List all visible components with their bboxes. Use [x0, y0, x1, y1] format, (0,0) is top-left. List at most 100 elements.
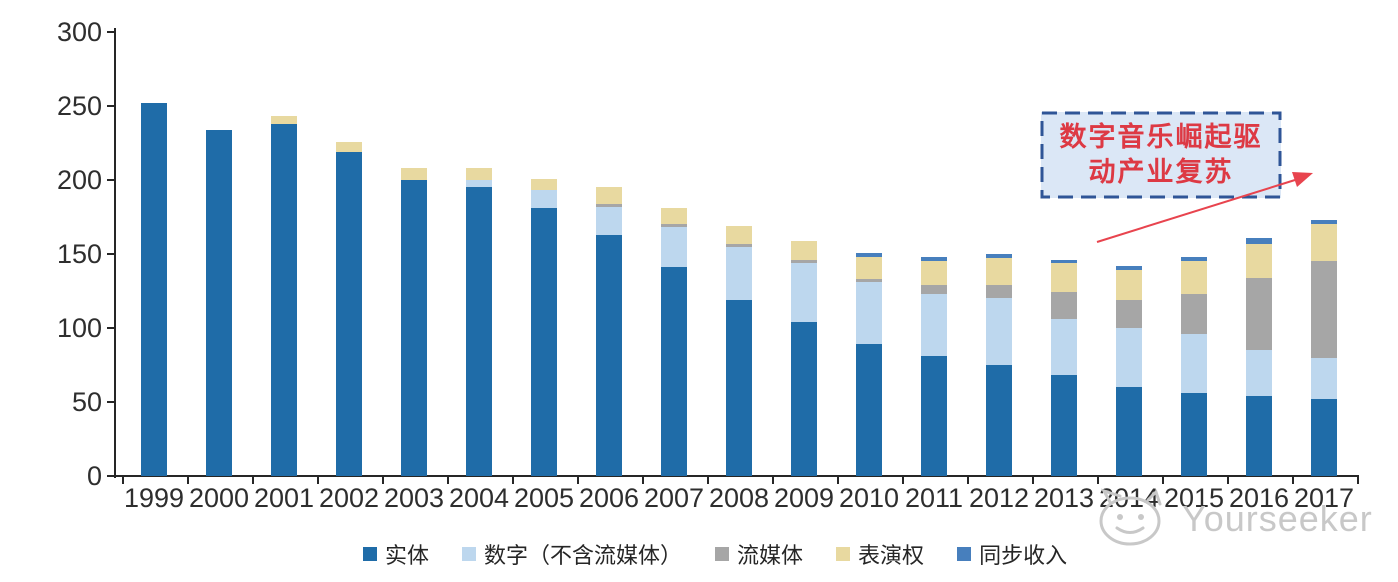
bar-segment — [921, 293, 947, 357]
bar-segment — [1181, 333, 1207, 394]
bar-segment — [1116, 328, 1142, 388]
bar-segment — [726, 246, 752, 300]
legend-item: 同步收入 — [957, 538, 1067, 570]
bar-segment — [661, 224, 687, 228]
x-axis-tick — [1096, 477, 1099, 484]
bar-segment — [921, 285, 947, 294]
x-axis-category-label: 2003 — [383, 483, 445, 513]
bar-segment — [661, 267, 687, 476]
x-axis-category-label: 2016 — [1228, 483, 1290, 513]
bar-segment — [531, 178, 557, 191]
bar-segment — [726, 225, 752, 244]
bar-segment — [596, 206, 622, 235]
x-axis-tick — [836, 477, 839, 484]
bar-segment — [531, 190, 557, 209]
bar-segment — [1246, 350, 1272, 397]
x-axis-category-label: 1999 — [123, 483, 185, 513]
bar-segment — [1116, 270, 1142, 300]
bar-segment — [856, 256, 882, 280]
x-axis-category-label: 2012 — [968, 483, 1030, 513]
x-axis-tick — [901, 477, 904, 484]
annotation-callout: 数字音乐崛起驱 动产业复苏 — [1041, 112, 1281, 198]
bar-segment — [401, 168, 427, 180]
bar-segment — [791, 240, 817, 260]
x-axis-tick — [381, 477, 384, 484]
x-axis-category-label: 2009 — [773, 483, 835, 513]
y-axis-tick-label: 250 — [56, 91, 102, 121]
bar-segment — [336, 151, 362, 476]
bar-segment — [856, 279, 882, 283]
x-axis-tick — [576, 477, 579, 484]
bar-segment — [986, 298, 1012, 365]
bar-segment — [466, 168, 492, 180]
bar-segment — [1246, 237, 1272, 244]
bar-segment — [856, 252, 882, 257]
legend-swatch — [462, 547, 477, 561]
legend-item: 数字（不含流媒体） — [462, 538, 682, 570]
bar-segment — [856, 282, 882, 345]
x-axis-tick — [1161, 477, 1164, 484]
y-axis-tick — [107, 475, 115, 477]
x-axis-category-label: 2005 — [513, 483, 575, 513]
y-axis-line — [114, 28, 116, 478]
x-axis-tick — [771, 477, 774, 484]
bar-segment — [1311, 219, 1337, 225]
bar-segment — [726, 299, 752, 476]
y-axis-tick-label: 150 — [56, 239, 102, 269]
y-axis-tick — [107, 253, 115, 255]
bar-segment — [791, 259, 817, 263]
bar-segment — [206, 129, 232, 476]
bar-segment — [1246, 396, 1272, 476]
bar-segment — [986, 285, 1012, 299]
annotation-line-1: 数字音乐崛起驱 — [1059, 121, 1263, 152]
bar-segment — [661, 208, 687, 225]
x-axis-tick — [1031, 477, 1034, 484]
bar-segment — [791, 262, 817, 323]
bar-segment — [1051, 262, 1077, 293]
x-axis-tick — [706, 477, 709, 484]
bar-segment — [1181, 293, 1207, 334]
bar-segment — [466, 187, 492, 476]
x-axis-category-label: 2007 — [643, 483, 705, 513]
legend-item: 实体 — [363, 538, 429, 570]
x-axis-category-label: 2004 — [448, 483, 510, 513]
x-axis-category-label: 2015 — [1163, 483, 1225, 513]
x-axis-category-label: 2017 — [1293, 483, 1355, 513]
bar-segment — [1116, 265, 1142, 271]
bar-segment — [1246, 277, 1272, 351]
x-axis-line — [114, 475, 1359, 477]
x-axis-tick — [121, 477, 124, 484]
legend-swatch — [363, 547, 377, 561]
x-axis-category-label: 2011 — [904, 483, 964, 513]
bar-segment — [1311, 224, 1337, 262]
bar-segment — [596, 187, 622, 204]
legend-swatch — [836, 547, 851, 561]
y-axis-tick-label: 100 — [56, 313, 102, 343]
y-axis-tick — [107, 179, 115, 181]
chart-legend: 实体 数字（不含流媒体） 流媒体 表演权 同步收入 — [363, 538, 1067, 570]
y-axis-tick-label: 50 — [71, 387, 102, 417]
annotation-line-2: 动产业复苏 — [1088, 157, 1234, 187]
bar-segment — [1116, 387, 1142, 476]
x-axis-category-label: 2008 — [708, 483, 770, 513]
y-axis-tick — [107, 327, 115, 329]
y-axis-tick — [107, 31, 115, 33]
bar-segment — [921, 261, 947, 286]
watermark: Yourseeker — [1086, 488, 1373, 548]
x-axis-category-label: 2001 — [253, 483, 315, 513]
bar-segment — [531, 208, 557, 476]
bar-segment — [596, 203, 622, 207]
x-axis-tick — [511, 477, 514, 484]
x-axis-category-label: 2002 — [318, 483, 380, 513]
y-axis-tick — [107, 401, 115, 403]
x-axis-tick — [641, 477, 644, 484]
bar-segment — [1051, 292, 1077, 320]
x-axis-tick — [186, 477, 189, 484]
x-axis-tick — [316, 477, 319, 484]
bar-segment — [1311, 357, 1337, 400]
x-axis-tick — [1226, 477, 1229, 484]
bar-segment — [336, 141, 362, 152]
legend-swatch — [715, 547, 730, 561]
bar-segment — [791, 322, 817, 476]
legend-swatch — [957, 547, 972, 561]
